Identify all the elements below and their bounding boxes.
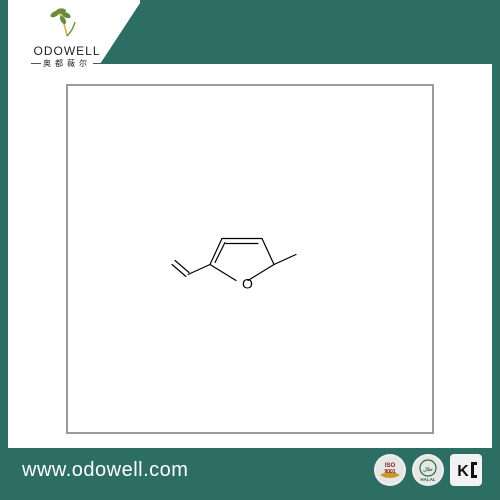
svg-text:9001: 9001 (384, 469, 395, 475)
svg-text:حلال: حلال (423, 467, 433, 473)
halal-badge: حلال HALAL (412, 454, 444, 486)
molecule-diagram: O (160, 197, 340, 322)
svg-text:K: K (457, 463, 469, 480)
product-card-frame: ODOWELL 奥都薇尔 (0, 0, 500, 500)
kosher-badge: K (450, 454, 482, 486)
footer-strip: www.odowell.com ISO 9001 حلال HALAL (8, 448, 492, 492)
brand-logo: ODOWELL 奥都薇尔 (12, 6, 122, 80)
brand-subtitle: 奥都薇尔 (31, 58, 103, 69)
frame-border-bottom (0, 492, 500, 500)
content-frame: O (66, 84, 434, 434)
top-bar-fill (140, 0, 500, 64)
certification-badges: ISO 9001 حلال HALAL K (374, 454, 482, 486)
website-url[interactable]: www.odowell.com (22, 459, 188, 482)
flower-icon (45, 6, 89, 42)
brand-name: ODOWELL (33, 44, 100, 58)
svg-text:O: O (242, 276, 253, 292)
frame-border-right (492, 0, 500, 500)
svg-text:HALAL: HALAL (420, 477, 435, 482)
frame-border-left (0, 0, 8, 500)
iso-badge: ISO 9001 (374, 454, 406, 486)
